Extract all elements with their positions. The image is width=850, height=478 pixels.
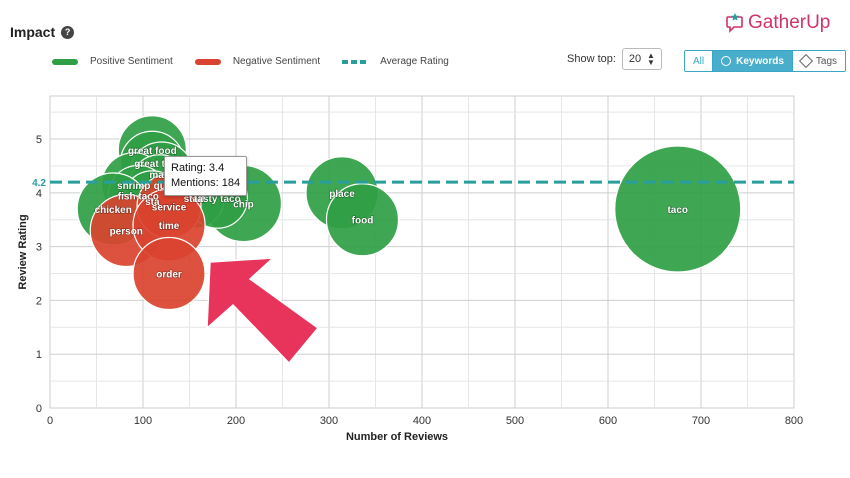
legend-negative-label: Negative Sentiment (232, 56, 321, 67)
toggle-all-label: All (693, 55, 705, 67)
bubble-label-person: person (110, 226, 143, 237)
view-toggle: All Keywords Tags (684, 50, 847, 72)
show-top-label: Show top: (567, 53, 616, 65)
bubble-order (132, 236, 206, 311)
show-top-value: 20 (628, 53, 642, 65)
average-rating-label: 4.2 (32, 178, 46, 189)
legend-average-label: Average Rating (380, 56, 449, 67)
chart-legend: Positive Sentiment Negative Sentiment Av… (52, 56, 449, 67)
toggle-tags-label: Tags (815, 55, 838, 67)
logo-text: GatherUp (748, 12, 831, 33)
average-swatch (342, 59, 369, 64)
bubble-label-taco: taco (667, 205, 688, 216)
radio-icon (721, 56, 732, 66)
y-tick-label: 4 (36, 188, 42, 200)
annotation-arrow-icon (206, 257, 320, 365)
y-tick-label: 1 (36, 349, 42, 361)
y-axis-label: Review Rating (17, 214, 29, 289)
bubble-label-tasty-taco: tasty taco (194, 194, 241, 205)
legend-positive[interactable]: Positive Sentiment (52, 56, 173, 67)
bubble-taco (614, 145, 742, 273)
x-tick-label: 200 (227, 415, 245, 427)
bubble-label-fish-taco: fish taco (118, 192, 159, 203)
x-tick-label: 300 (320, 415, 338, 427)
bubble-label-chip: chip (233, 200, 254, 211)
show-top-control: Show top: 20 ▲ ▼ (567, 48, 662, 70)
x-tick-label: 0 (47, 415, 53, 427)
bubble-tooltip: Rating: 3.4 Mentions: 184 (164, 156, 248, 196)
legend-positive-label: Positive Sentiment (90, 56, 173, 67)
bubble-label-chicken: chicken (95, 205, 132, 216)
y-tick-label: 3 (36, 242, 42, 254)
y-tick-label: 5 (36, 134, 42, 146)
bubble-label-sta: sta (145, 197, 160, 208)
help-icon[interactable]: ? (61, 25, 75, 39)
bubble-label-great-ta: great ta (134, 159, 171, 170)
updown-icon: ▲ ▼ (647, 51, 655, 67)
legend-negative[interactable]: Negative Sentiment (194, 56, 321, 67)
y-tick-label: 0 (36, 403, 42, 415)
x-tick-label: 100 (134, 415, 152, 427)
gatherup-logo: GatherUp (726, 12, 830, 34)
title-text: Impact (10, 24, 56, 40)
legend-average[interactable]: Average Rating (342, 56, 449, 67)
x-tick-label: 600 (599, 415, 617, 427)
tooltip-rating: Rating: 3.4 (171, 162, 225, 174)
x-tick-label: 800 (785, 415, 803, 427)
negative-swatch (194, 58, 221, 65)
toggle-keywords-button[interactable]: Keywords (713, 51, 793, 71)
y-tick-label: 2 (36, 295, 42, 307)
page-title: Impact ? (10, 24, 75, 40)
positive-swatch (52, 58, 78, 65)
toggle-keywords-label: Keywords (736, 55, 784, 67)
bubble-label-great-food: great food (128, 146, 177, 157)
x-tick-label: 700 (692, 415, 710, 427)
bubble-food (325, 183, 400, 257)
bubble-label-time: time (159, 221, 180, 232)
x-tick-label: 400 (413, 415, 431, 427)
bubble-label-service: service (152, 202, 187, 213)
bubble-label-staff: staff (184, 194, 206, 205)
x-tick-label: 500 (506, 415, 524, 427)
tooltip-mentions: Mentions: 184 (171, 177, 241, 189)
show-top-select[interactable]: 20 ▲ ▼ (621, 48, 662, 70)
toggle-tags-button[interactable]: Tags (792, 51, 846, 71)
bubble-label-food: food (352, 216, 374, 227)
toggle-all-button[interactable]: All (685, 51, 714, 71)
chat-star-icon (726, 13, 743, 33)
bubble-label-order: order (156, 270, 182, 281)
x-axis-label: Number of Reviews (346, 431, 448, 443)
bubble-label-place: place (329, 189, 355, 200)
